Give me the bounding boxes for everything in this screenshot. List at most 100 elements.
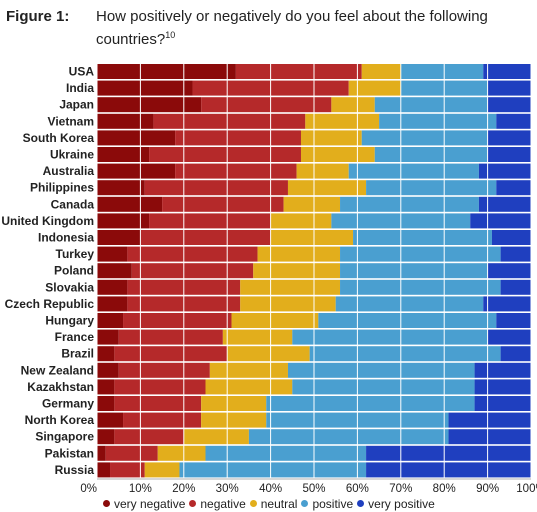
bar-segment [487,130,531,146]
x-tick-label: 50% [302,483,325,495]
category-label: New Zealand [21,363,94,377]
category-label: Slovakia [45,280,94,294]
bar-segment [149,147,301,162]
category-label: Russia [55,463,95,477]
category-label: Hungary [45,314,94,328]
category-label: South Korea [23,131,95,145]
bar-segment [110,462,145,478]
bar-segment [97,196,163,212]
bar-segment [97,230,141,245]
x-tick-label: 80% [433,483,456,495]
bar-segment [209,362,288,378]
bar-segment [240,279,341,295]
bar-segment [496,180,531,196]
figure-label: Figure 1: [6,8,70,25]
bar-segment [97,279,128,295]
bar-segment [296,163,349,179]
legend-item: neutral [249,497,297,511]
bar-segment [97,396,115,411]
category-label: Singapore [35,430,94,444]
figure-title: How positively or negatively do you feel… [96,8,526,49]
bar-segment [97,296,128,312]
bar-segment [500,279,531,295]
bar-segment [483,64,531,79]
bar-segment [487,147,531,162]
bar-segment [487,263,531,279]
category-label: Germany [42,397,94,411]
legend-label: negative [200,497,246,511]
bar-segment [366,462,531,478]
bar-segment [222,329,293,345]
legend-swatch [189,500,197,508]
category-label: United Kingdom [1,214,94,228]
bar-segment [201,97,332,113]
bar-segment [114,429,184,445]
bar-segment [361,130,488,146]
bar-segment [300,147,375,162]
bar-segment [374,147,488,162]
bar-segment [487,97,531,113]
legend-item: very positive [357,497,435,511]
bar-segment [97,246,128,262]
x-tick-label: 30% [216,483,239,495]
bar-segment [97,462,111,478]
bar-segment [97,80,193,96]
bar-segment [179,462,367,478]
bar-segment [114,396,202,411]
bar-segment [144,180,288,196]
bar-segment [487,329,531,345]
category-label: USA [69,65,95,79]
bar-segment [97,445,106,461]
legend-item: very negative [103,497,185,511]
bar-segment [97,213,150,229]
bar-segment [162,196,284,212]
bar-segment [287,180,367,196]
category-label: Japan [59,98,94,112]
bar-segment [227,346,310,362]
category-label: Czech Republic [5,297,95,311]
legend-item: negative [189,497,246,511]
bar-segment [97,130,176,146]
bar-segment [292,329,488,345]
bar-segment [183,429,249,445]
bar-segment [253,263,341,279]
bar-segment [496,113,531,129]
bar-segment [235,64,362,79]
bar-segment [140,230,271,245]
bar-segment [201,412,267,428]
bar-segment [491,230,531,245]
figure-footnote: 10 [165,30,176,40]
bar-segment [118,362,210,378]
bar-segment [305,113,380,129]
x-tick-label: 20% [172,483,195,495]
bar-segment [340,246,501,262]
x-tick-label: 60% [346,483,369,495]
category-label: Ukraine [50,148,94,162]
bar-segment [97,180,145,196]
bar-segment [257,246,341,262]
legend-label: very negative [114,497,186,511]
legend-swatch [357,500,365,508]
bar-segment [270,230,354,245]
bar-segment [500,246,531,262]
bar-segment [292,379,475,395]
bar-segment [335,296,484,312]
bar-segment [353,230,492,245]
bar-segment [287,362,475,378]
bar-segment [97,346,115,362]
bar-segment [127,246,258,262]
bar-segment [487,80,531,96]
bar-segment [131,263,254,279]
bar-segment [340,196,479,212]
bar-segment [97,64,236,79]
bar-segment [97,379,115,395]
bar-segment [474,396,531,411]
legend-swatch [103,500,110,508]
chart-legend: very negative negative neutral positive very… [103,497,439,511]
bar-segment [348,80,401,96]
bar-segment [123,313,232,328]
bar-segment [478,196,531,212]
bar-segment [205,445,367,461]
category-label: Turkey [56,247,95,261]
bar-segment [309,346,501,362]
